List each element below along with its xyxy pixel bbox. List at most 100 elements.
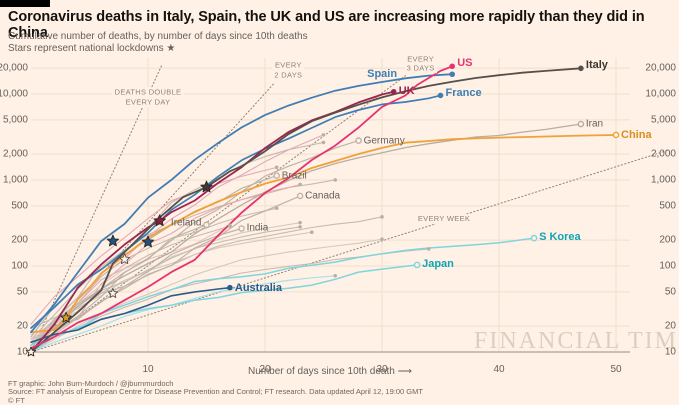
line-spain [30,73,454,334]
chart-subtitle: Cumulative number of deaths, by number o… [8,31,308,42]
country-label-canada: Canada [305,190,341,202]
y-tick-left-100: 100 [11,260,28,272]
x-tick-50: 50 [610,364,622,375]
y-tick-right-100: 100 [659,260,676,272]
y-tick-right-50: 50 [664,286,676,298]
country-label-china: China [621,128,652,141]
country-label-japan: Japan [422,257,454,270]
endpoint-dot-other-15 [333,273,338,278]
ft-top-tab [0,0,50,7]
chart-title: Coronavirus deaths in Italy, Spain, the … [8,9,645,41]
endpoint-dot-japan [413,261,421,269]
line-china [30,134,617,334]
endpoint-dot-france [437,92,444,99]
lockdown-star-spain [106,234,120,247]
y-tick-left-20: 20 [16,320,28,332]
line-other-15 [30,275,336,353]
y-tick-right-20: 20 [664,320,676,332]
ref-label-every-week: EVERY WEEK [415,214,473,224]
line-iran [30,123,582,346]
country-label-france: France [445,87,482,100]
x-tick-10: 10 [142,364,154,375]
y-tick-right-10,000: 10,000 [645,88,676,100]
axis-arrow-icon: ⟶ [397,366,412,377]
line-other-6 [30,207,278,346]
country-label-italy: Italy [585,59,608,72]
endpoint-dot-other-12 [228,223,232,228]
x-tick-30: 30 [376,364,388,375]
country-label-uk: UK [398,84,415,97]
endpoint-dot-other-13 [380,237,384,241]
lockdown-star-origin [25,346,37,357]
y-tick-left-20,000: 20,000 [0,62,28,74]
line-other-10 [30,226,301,343]
endpoint-dot-other-10 [298,225,302,229]
endpoint-dot-s-korea [530,234,538,242]
ref-label-every-3-days: EVERY 3 DAYS [404,53,437,74]
footer: FT graphic: John Burn-Murdoch / @jburnmu… [8,379,423,405]
y-tick-right-200: 200 [659,234,676,246]
footer-source: Source: FT analysis of European Centre f… [8,387,423,397]
line-s-korea [30,237,535,346]
endpoint-dot-uk [390,88,397,95]
endpoint-dot-india [238,225,245,232]
y-tick-left-200: 200 [11,234,28,246]
endpoint-dot-china [612,131,620,139]
endpoint-dot-other-8 [380,215,384,219]
endpoint-dot-germany [355,137,362,144]
endpoint-dot-iran [577,120,585,128]
endpoint-dot-other-9 [310,230,314,235]
ref-line-every-day [30,64,163,353]
line-other-9 [30,231,313,346]
endpoint-dot-brazil [273,172,281,179]
endpoint-dot-us [449,63,456,70]
ft-watermark: FINANCIAL TIMES [474,328,679,354]
y-tick-left-2,000: 2,000 [2,148,28,160]
y-tick-left-500: 500 [11,200,28,212]
line-france [30,94,442,329]
line-canada [30,195,301,346]
endpoint-dot-other-6 [274,206,279,210]
x-axis-title: Number of days since 10th death ⟶ [160,366,500,377]
endpoint-dot-other-14 [427,247,431,251]
lockdown-star-france [141,235,155,248]
endpoint-dot-other-4 [298,182,302,187]
endpoint-dot-other-5 [274,165,279,170]
endpoint-dot-ireland [203,221,210,229]
lockdown-star-uk [153,214,166,227]
endpoint-dot-spain [449,71,456,78]
ref-line-every-3-days [30,75,406,353]
endpoint-dot-other-3 [333,178,338,182]
endpoint-dot-italy [578,65,584,72]
lockdown-star-italy [200,180,213,193]
y-tick-right-10: 10 [664,346,676,358]
y-tick-left-1,000: 1,000 [2,174,28,186]
y-tick-right-5,000: 5,000 [650,114,676,126]
y-tick-left-10,000: 10,000 [0,88,28,100]
country-label-us: US [457,57,473,70]
x-axis-title-text: Number of days since 10th death [248,366,395,377]
y-tick-left-5,000: 5,000 [2,114,28,126]
endpoint-dot-other-2 [321,133,326,137]
chart-lockdown-note: Stars represent national lockdowns ★ [8,43,176,54]
line-germany [30,140,360,349]
country-label-s-korea: S Korea [539,231,581,244]
country-label-australia: Australia [234,281,282,294]
country-label-india: India [246,222,269,234]
country-label-spain: Spain [367,68,398,81]
x-tick-20: 20 [259,364,271,375]
x-tick-40: 40 [493,364,505,375]
y-tick-right-20,000: 20,000 [645,62,676,74]
ref-label-every-2-days: EVERY 2 DAYS [272,60,305,80]
lockdown-star-china [60,311,72,323]
country-label-brazil: Brazil [281,170,307,182]
endpoint-dot-australia [227,284,233,291]
y-tick-right-500: 500 [659,200,676,212]
y-tick-left-50: 50 [16,286,28,298]
country-label-ireland: Ireland [170,217,202,229]
lockdown-star-other-a [118,253,131,265]
footer-credit: FT graphic: John Burn-Murdoch / @jburnmu… [8,379,174,388]
ref-label-every-day: DEATHS DOUBLE EVERY DAY [112,87,184,107]
